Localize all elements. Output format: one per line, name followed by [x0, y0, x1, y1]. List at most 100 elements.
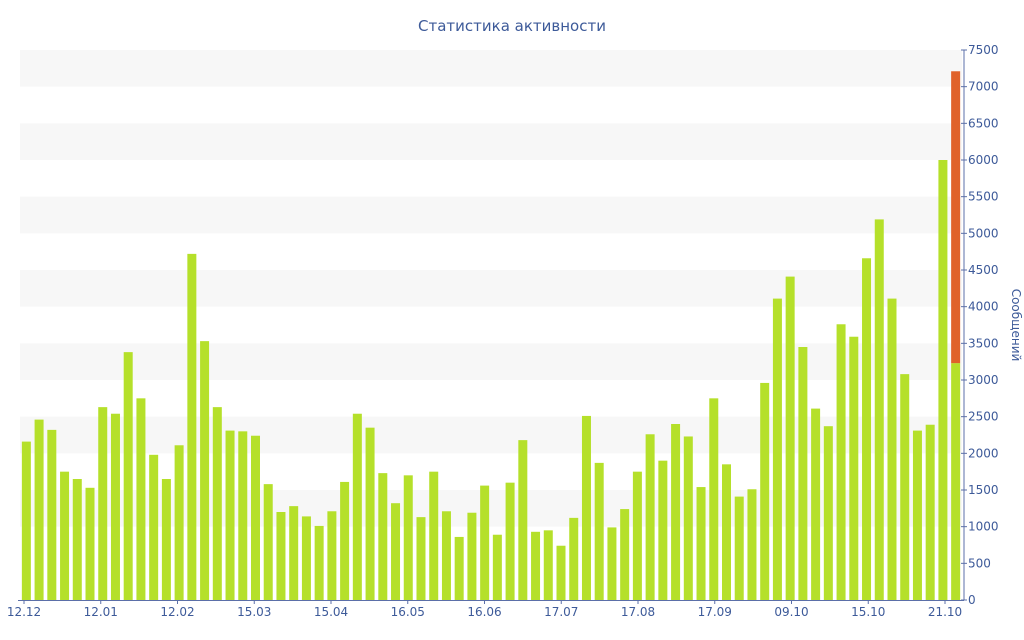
- bar: [314, 525, 324, 600]
- bar: [734, 496, 744, 600]
- x-tick-label: 09.10: [774, 605, 808, 619]
- bar: [467, 512, 477, 600]
- bar: [21, 441, 31, 600]
- bar: [581, 415, 591, 600]
- bar: [238, 431, 248, 600]
- bar: [722, 464, 731, 600]
- bar: [505, 482, 515, 600]
- y-tick-label: 7000: [968, 80, 999, 94]
- x-tick-label: 15.10: [851, 605, 885, 619]
- bar: [760, 382, 770, 600]
- bar: [518, 440, 528, 600]
- bar: [556, 545, 566, 600]
- grid-band: [20, 490, 962, 527]
- bar: [951, 363, 961, 600]
- y-tick-label: 0: [968, 593, 976, 607]
- x-tick-label: 21.10: [928, 605, 962, 619]
- bar: [200, 341, 210, 600]
- bar: [836, 324, 846, 600]
- bar: [212, 407, 222, 600]
- bar: [531, 531, 541, 600]
- bar: [645, 434, 655, 600]
- bar: [34, 419, 44, 600]
- grid-band: [20, 50, 962, 87]
- bar: [594, 462, 604, 600]
- bar: [72, 479, 82, 600]
- bar: [747, 489, 757, 600]
- bar: [671, 424, 681, 600]
- y-tick-label: 6000: [968, 153, 999, 167]
- chart-title: Статистика активности: [418, 17, 606, 35]
- bar: [352, 413, 362, 600]
- grid-band: [20, 343, 962, 380]
- x-tick-label: 16.06: [467, 605, 501, 619]
- x-tick-label: 17.08: [621, 605, 655, 619]
- bar: [772, 298, 782, 600]
- bar: [123, 352, 133, 600]
- bar: [569, 517, 579, 600]
- y-tick-label: 7500: [968, 43, 999, 57]
- y-tick-label: 2000: [968, 446, 999, 460]
- bar: [543, 530, 553, 600]
- bar: [441, 511, 451, 600]
- x-tick-label: 16.05: [391, 605, 425, 619]
- bar: [798, 347, 808, 600]
- y-tick-label: 6500: [968, 116, 999, 130]
- x-tick-label: 17.09: [698, 605, 732, 619]
- x-tick-label: 12.12: [7, 605, 41, 619]
- bar: [403, 475, 413, 600]
- bar: [365, 427, 375, 600]
- bar: [340, 481, 350, 600]
- grid-band: [20, 123, 962, 160]
- bar: [874, 219, 884, 600]
- y-tick-label: 5500: [968, 190, 999, 204]
- y-tick-label: 4000: [968, 300, 999, 314]
- y-tick-label: 2500: [968, 410, 999, 424]
- bar: [60, 471, 70, 600]
- x-tick-label: 15.04: [314, 605, 348, 619]
- bar: [785, 276, 795, 600]
- bar: [862, 258, 872, 600]
- bar: [225, 430, 235, 600]
- y-tick-label: 3000: [968, 373, 999, 387]
- bar: [149, 454, 159, 600]
- bar: [289, 506, 299, 600]
- bar: [709, 398, 719, 600]
- bar: [416, 517, 426, 600]
- grid-band: [20, 270, 962, 307]
- bars: [21, 71, 961, 600]
- bar: [811, 408, 821, 600]
- bar: [136, 398, 146, 600]
- bar: [912, 430, 922, 600]
- bar: [327, 511, 337, 600]
- bar: [391, 503, 401, 600]
- y-tick-label: 4500: [968, 263, 999, 277]
- bar: [887, 298, 897, 600]
- bar: [454, 536, 464, 600]
- bar: [187, 253, 197, 600]
- bar: [110, 413, 120, 600]
- bar: [938, 160, 948, 600]
- x-tick-label: 17.07: [544, 605, 578, 619]
- bar: [378, 473, 388, 600]
- y-tick-label: 1000: [968, 520, 999, 534]
- bar: [276, 512, 286, 600]
- bar: [301, 516, 311, 600]
- x-tick-label: 12.02: [160, 605, 194, 619]
- grid-band: [20, 416, 962, 454]
- y-tick-label: 1500: [968, 483, 999, 497]
- bar: [658, 460, 668, 600]
- grid-bands: [20, 50, 962, 527]
- y-axis: 0 500 1000 1500 2000 2500 3000 3500 4000 4500 5000…: [18, 43, 999, 607]
- bar: [925, 424, 935, 600]
- bar: [607, 527, 617, 600]
- bar: [480, 485, 490, 600]
- bar: [632, 471, 642, 600]
- bar: [98, 407, 108, 600]
- bar: [174, 445, 184, 600]
- bar: [263, 484, 273, 600]
- y-tick-label: 5000: [968, 226, 999, 240]
- bar: [161, 479, 171, 600]
- x-axis: 12.12 12.01 12.02 15.03 15.04 16.05 16.06 17.07…: [7, 600, 962, 619]
- bar: [429, 471, 439, 600]
